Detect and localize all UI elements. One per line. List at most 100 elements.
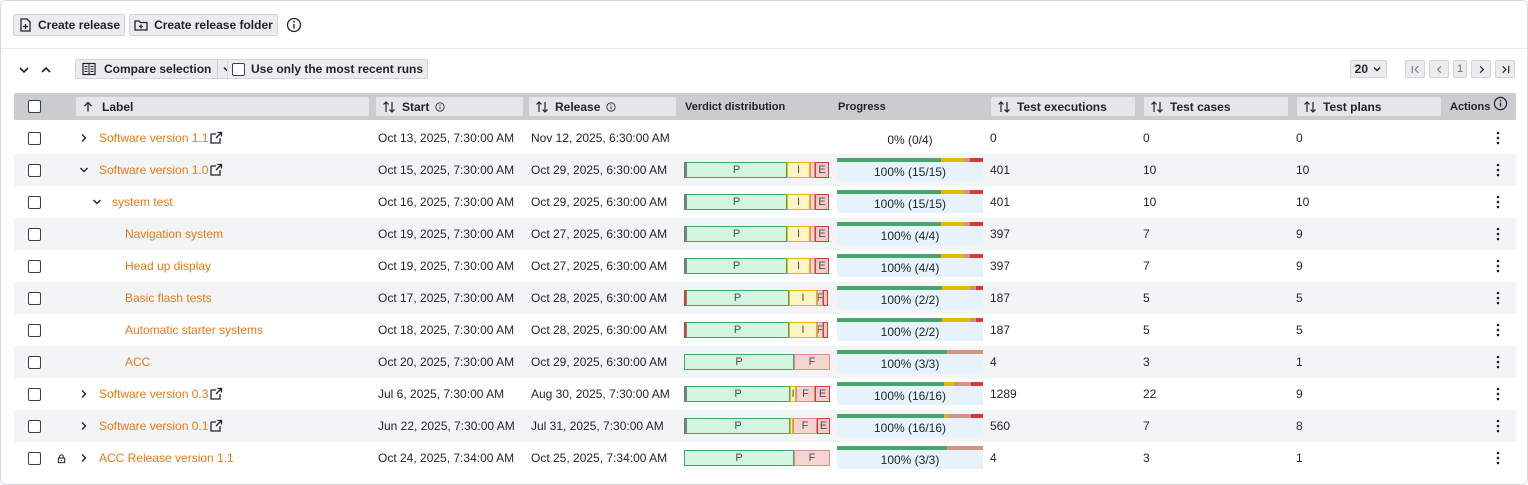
test-executions: 560: [990, 419, 1011, 433]
table-row[interactable]: Automatic starter systems Oct 18, 2025, 7…: [14, 314, 1516, 346]
tree-expander[interactable]: [78, 410, 90, 442]
tree-expander[interactable]: [78, 378, 90, 410]
progress-text: 100% (15/15): [837, 162, 983, 181]
more-vertical-icon: [1496, 355, 1500, 369]
column-start[interactable]: Start: [376, 97, 523, 116]
table-row[interactable]: ACC Release version 1.1 Oct 24, 2025, 7:3…: [14, 442, 1516, 474]
expand-all-icon[interactable]: [17, 63, 31, 77]
release-link[interactable]: Head up display: [125, 259, 212, 273]
verdict-segment: F: [794, 450, 830, 466]
external-link-icon[interactable]: [209, 131, 223, 145]
row-actions-button[interactable]: [1495, 314, 1501, 346]
test-plans: 10: [1296, 195, 1310, 209]
external-link-icon[interactable]: [209, 387, 223, 401]
tree-expander[interactable]: [78, 442, 90, 474]
column-release[interactable]: Release: [529, 97, 676, 116]
row-checkbox[interactable]: [28, 387, 41, 401]
table-row[interactable]: Software version 1.1 Oct 13, 2025, 7:30:0…: [14, 122, 1516, 154]
collapse-all-icon[interactable]: [39, 63, 53, 77]
table-row[interactable]: Head up display Oct 19, 2025, 7:30:00 AM O…: [14, 250, 1516, 282]
table-row[interactable]: system test Oct 16, 2025, 7:30:00 AM Oct 2…: [14, 186, 1516, 218]
tree-expander[interactable]: [78, 154, 90, 186]
release-link[interactable]: Software version 1.0: [99, 163, 209, 177]
release-link[interactable]: Navigation system: [125, 227, 224, 241]
info-icon[interactable]: [435, 101, 445, 112]
info-icon[interactable]: [286, 17, 302, 33]
row-checkbox[interactable]: [28, 259, 41, 273]
row-actions-button[interactable]: [1495, 186, 1501, 218]
verdict-distribution: PIF: [684, 290, 828, 306]
tree-expander[interactable]: [78, 122, 90, 154]
external-link-icon[interactable]: [209, 163, 223, 177]
create-release-folder-button[interactable]: Create release folder: [129, 14, 278, 36]
row-checkbox[interactable]: [28, 323, 41, 337]
previous-page-button[interactable]: [1429, 60, 1449, 78]
row-checkbox[interactable]: [28, 227, 41, 241]
row-actions-button[interactable]: [1495, 346, 1501, 378]
progress-bar-segment: [969, 286, 976, 290]
row-actions-button[interactable]: [1495, 218, 1501, 250]
release-link[interactable]: ACC Release version 1.1: [99, 451, 234, 465]
tree-expander[interactable]: [91, 186, 103, 218]
row-checkbox[interactable]: [28, 131, 41, 145]
row-checkbox[interactable]: [28, 355, 41, 369]
release-link[interactable]: Software version 0.3: [99, 387, 209, 401]
test-plans: 1: [1296, 451, 1303, 465]
pagination: 20 1: [1349, 59, 1515, 79]
info-icon[interactable]: [1493, 96, 1508, 111]
table-row[interactable]: Software version 0.3 Jul 6, 2025, 7:30:00…: [14, 378, 1516, 410]
info-icon[interactable]: [606, 101, 616, 112]
most-recent-runs-checkbox[interactable]: [232, 62, 245, 76]
verdict-segment: P: [686, 258, 787, 274]
progress: 100% (16/16): [837, 414, 983, 440]
row-actions-button[interactable]: [1495, 282, 1501, 314]
page-size-select[interactable]: 20: [1349, 60, 1387, 78]
row-actions-button[interactable]: [1495, 122, 1501, 154]
next-page-button[interactable]: [1471, 60, 1491, 78]
table-row[interactable]: Navigation system Oct 19, 2025, 7:30:00 A…: [14, 218, 1516, 250]
release-link[interactable]: ACC: [125, 355, 151, 369]
row-actions-button[interactable]: [1495, 410, 1501, 442]
chevron-down-icon: [93, 199, 101, 205]
row-checkbox[interactable]: [28, 419, 41, 433]
external-link-icon[interactable]: [209, 419, 223, 433]
column-label[interactable]: Label: [76, 97, 369, 116]
most-recent-runs-toggle[interactable]: Use only the most recent runs: [227, 59, 429, 79]
compare-selection-button[interactable]: Compare selection: [76, 60, 219, 78]
create-release-button[interactable]: Create release: [13, 14, 126, 36]
verdict-segment: P: [686, 290, 789, 306]
release-link[interactable]: Software version 1.1: [99, 131, 209, 145]
row-checkbox[interactable]: [28, 291, 41, 305]
progress-bar-segment: [940, 190, 965, 194]
row-checkbox[interactable]: [28, 451, 41, 465]
progress-bar-segment: [837, 350, 947, 354]
row-actions-button[interactable]: [1495, 442, 1501, 474]
table-row[interactable]: Software version 0.1 Jun 22, 2025, 7:30:0…: [14, 410, 1516, 442]
select-all-checkbox[interactable]: [28, 97, 41, 116]
row-checkbox[interactable]: [28, 195, 41, 209]
row-actions-button[interactable]: [1495, 250, 1501, 282]
row-actions-button[interactable]: [1495, 154, 1501, 186]
table-row[interactable]: Basic flash tests Oct 17, 2025, 7:30:00 A…: [14, 282, 1516, 314]
last-page-button[interactable]: [1495, 60, 1515, 78]
test-executions: 187: [990, 323, 1011, 337]
release-date: Oct 28, 2025, 6:30:00 AM: [531, 323, 668, 337]
verdict-segment: F: [817, 322, 823, 338]
column-test-plans[interactable]: Test plans: [1297, 97, 1441, 116]
row-checkbox[interactable]: [28, 163, 41, 177]
table-row[interactable]: Software version 1.0 Oct 15, 2025, 7:30:0…: [14, 154, 1516, 186]
last-page-icon: [1501, 65, 1509, 73]
release-link[interactable]: Software version 0.1: [99, 419, 209, 433]
row-actions-button[interactable]: [1495, 378, 1501, 410]
column-test-cases[interactable]: Test cases: [1144, 97, 1288, 116]
row-label-cell: Navigation system: [125, 218, 223, 250]
release-link[interactable]: Basic flash tests: [125, 291, 212, 305]
release-link[interactable]: system test: [112, 195, 173, 209]
release-link[interactable]: Automatic starter systems: [125, 323, 264, 337]
table-row[interactable]: ACC Oct 20, 2025, 7:30:00 AM Oct 29, 2025,…: [14, 346, 1516, 378]
first-page-button[interactable]: [1405, 60, 1425, 78]
compare-columns-icon: [82, 62, 96, 76]
column-test-executions[interactable]: Test executions: [991, 97, 1135, 116]
progress-bar: [837, 382, 983, 386]
sort-icon: [383, 100, 395, 113]
